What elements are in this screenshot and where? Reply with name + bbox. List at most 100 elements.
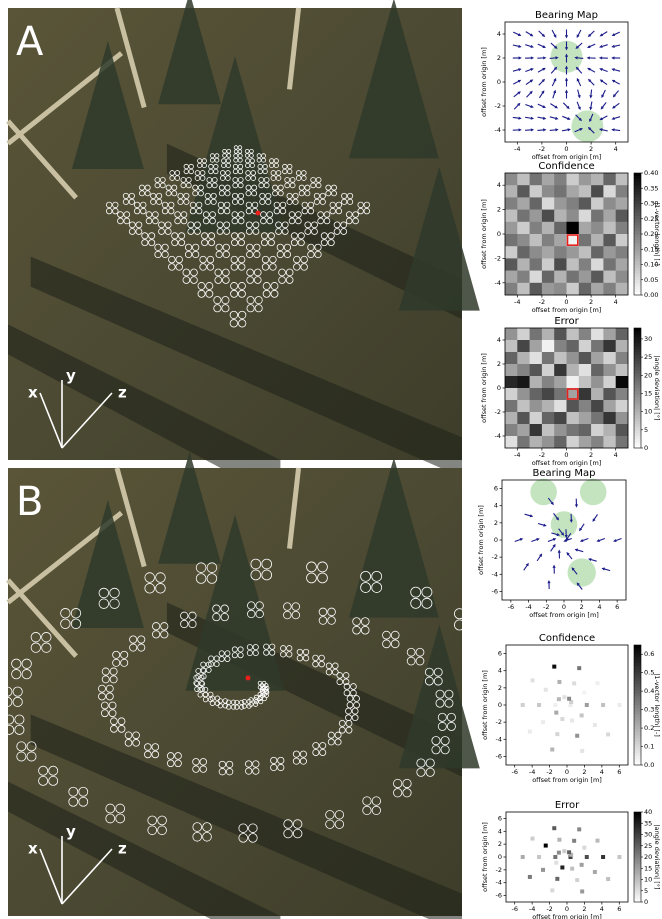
drone-marker xyxy=(313,198,320,205)
drone-marker xyxy=(237,192,245,200)
drone-marker xyxy=(210,198,217,205)
drone-marker xyxy=(258,699,264,705)
heatmap-cell xyxy=(615,340,629,353)
heatmap-cell xyxy=(566,364,580,377)
arrow xyxy=(587,67,596,73)
x-tick-label: 6 xyxy=(615,603,619,611)
tree xyxy=(348,457,439,618)
drone-marker xyxy=(192,822,203,832)
x-tick-label: 2 xyxy=(589,451,593,459)
y-tick-label: 4 xyxy=(497,336,501,344)
drone-marker xyxy=(205,667,212,673)
arrow-head xyxy=(565,537,569,541)
drone-marker xyxy=(214,276,223,284)
x-tick-label: 4 xyxy=(614,451,618,459)
heatmap-cell xyxy=(578,282,592,296)
drone-marker xyxy=(128,198,135,205)
scatter-point xyxy=(568,855,573,859)
scatter-point xyxy=(575,878,580,883)
drone-marker xyxy=(21,658,32,669)
colorbar-step xyxy=(634,693,641,697)
target-region xyxy=(567,558,596,587)
heatmap-cell xyxy=(566,388,580,401)
colorbar-step xyxy=(634,337,641,341)
colorbar-step xyxy=(634,841,641,844)
drone-marker xyxy=(283,828,293,839)
drone-marker xyxy=(295,217,302,225)
drone-marker xyxy=(246,644,253,651)
drone-marker xyxy=(233,157,239,163)
heatmap-cell xyxy=(529,436,543,449)
drone-marker xyxy=(201,239,209,247)
drone-marker xyxy=(327,616,336,625)
colorbar-tick-label: 0.6 xyxy=(644,650,654,658)
drone-marker xyxy=(237,652,244,659)
x-tick-label: -2 xyxy=(539,451,545,459)
drone-marker xyxy=(246,276,254,284)
drone-marker xyxy=(465,619,477,631)
scatter-point xyxy=(580,889,585,894)
colorbar-step xyxy=(634,814,641,817)
drone-marker xyxy=(275,221,282,229)
y-tick-label: -6 xyxy=(496,752,502,760)
drone-marker xyxy=(285,276,294,284)
heatmap-cell xyxy=(554,185,567,198)
scatter-point xyxy=(530,836,535,841)
drone-marker xyxy=(357,207,364,215)
colorbar-step xyxy=(634,729,641,733)
drone-marker xyxy=(325,184,332,191)
arrow-head xyxy=(518,44,522,48)
colorbar-step xyxy=(634,899,641,903)
arrow xyxy=(611,44,621,48)
drone-marker xyxy=(117,211,124,218)
drone-marker xyxy=(371,805,381,816)
drone-marker xyxy=(310,182,317,189)
colorbar-step xyxy=(634,185,641,189)
scatter-point xyxy=(595,681,600,686)
heatmap-cell xyxy=(554,197,567,210)
drone-marker xyxy=(238,310,247,320)
drone-marker xyxy=(269,162,275,169)
drone-marker xyxy=(220,175,226,181)
y-tick-label: -4 xyxy=(495,126,501,134)
drone-marker xyxy=(320,239,328,247)
plot-background xyxy=(506,645,628,765)
colorbar-step xyxy=(634,705,641,709)
scene-axis xyxy=(39,848,63,905)
heatmap-cell xyxy=(529,197,543,210)
arrow-head xyxy=(542,45,547,48)
drone-marker xyxy=(225,760,234,769)
drone-marker xyxy=(197,686,204,693)
drone-marker xyxy=(287,163,293,170)
drone-marker xyxy=(204,192,211,200)
arrow-head xyxy=(576,34,580,38)
drone-marker xyxy=(208,661,214,668)
drone-marker xyxy=(216,221,224,229)
drone-marker xyxy=(199,170,206,176)
scatter-point xyxy=(577,666,582,671)
drone-marker xyxy=(123,217,131,225)
drone-marker xyxy=(224,650,231,657)
drone-marker xyxy=(253,268,262,277)
arrow xyxy=(553,513,560,521)
drone-marker xyxy=(214,695,221,701)
heatmap-cell xyxy=(541,424,555,437)
arrow xyxy=(547,497,554,506)
drone-marker xyxy=(265,198,272,205)
drone-marker xyxy=(218,190,225,197)
scatter-point xyxy=(568,703,573,707)
drone-marker xyxy=(152,630,161,639)
arrow xyxy=(562,115,571,120)
drone-marker xyxy=(194,228,201,235)
drone-marker xyxy=(221,158,227,164)
drone-marker xyxy=(260,232,268,240)
colorbar-step xyxy=(634,415,641,419)
colorbar-step xyxy=(634,830,641,833)
heatmap-cell xyxy=(615,282,629,296)
drone-marker xyxy=(174,170,181,176)
colorbar-tick-label: 0.2 xyxy=(644,724,654,732)
drone-marker xyxy=(247,601,256,610)
drone-marker xyxy=(249,162,255,169)
arrow xyxy=(611,68,621,72)
